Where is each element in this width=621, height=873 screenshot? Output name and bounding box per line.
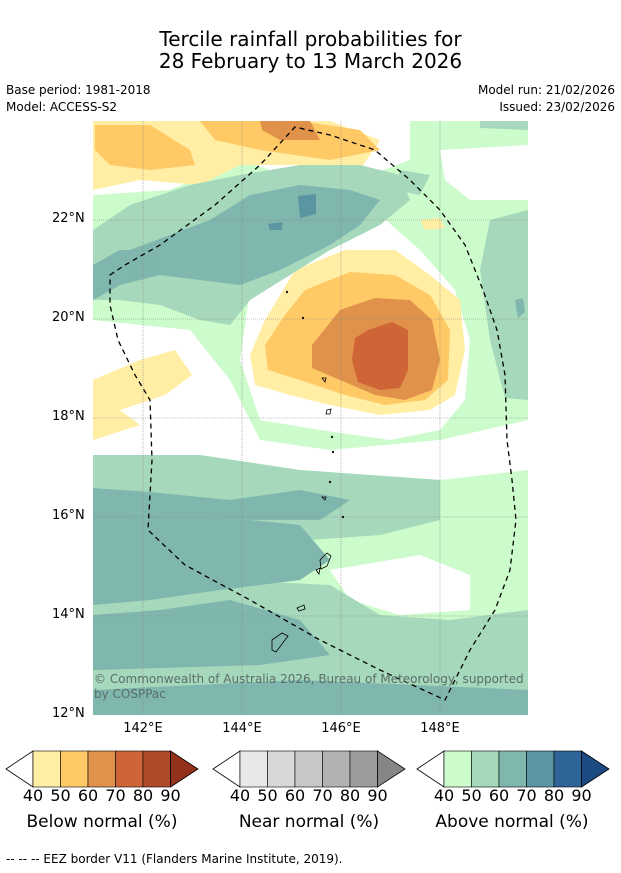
above-60-patch-east	[515, 298, 525, 318]
below-70-center	[352, 322, 408, 390]
legend-near-60	[294, 750, 323, 788]
eez-footnote: -- -- -- EEZ border V11 (Flanders Marine…	[6, 852, 343, 866]
lat-label-18n: 18°N	[52, 409, 85, 424]
legend-below	[5, 750, 199, 788]
above-60-bottom	[93, 680, 528, 715]
white-area-northeast	[440, 145, 528, 200]
legend-tick: 90	[160, 786, 181, 805]
below-50-northwest	[95, 125, 195, 170]
legend-below-40	[32, 750, 61, 788]
legend-tick: 70	[516, 786, 537, 805]
legend-above-right-arrow	[581, 750, 610, 788]
title-line-2: 28 February to 13 March 2026	[158, 49, 463, 73]
below-60-north	[260, 121, 320, 140]
legend-near-right-arrow	[377, 750, 406, 788]
legend-tick: 90	[571, 786, 592, 805]
legend-near-50	[267, 750, 296, 788]
below-40-west-2	[93, 410, 140, 440]
legend-tick: 70	[312, 786, 333, 805]
above-50-ne	[480, 121, 528, 130]
above-70-patch	[298, 194, 316, 218]
legend-tick: 50	[461, 786, 482, 805]
legend-tick: 60	[284, 786, 306, 805]
lon-label-142e: 142°E	[123, 721, 163, 736]
legend-above-50	[471, 750, 500, 788]
legend-near-70	[322, 750, 351, 788]
lat-label-14n: 14°N	[52, 607, 85, 622]
issued-date: Issued: 23/02/2026	[499, 100, 615, 114]
legend-tick: 40	[229, 786, 251, 805]
lat-label-12n: 12°N	[52, 706, 85, 721]
legend-below-left-arrow	[5, 750, 34, 788]
lat-label-22n: 22°N	[52, 211, 85, 226]
legend-tick: 40	[433, 786, 455, 805]
legend-above-70	[526, 750, 555, 788]
probability-field	[93, 121, 528, 715]
lon-label-146e: 146°E	[321, 721, 361, 736]
eez-border	[109, 126, 517, 701]
legend-tick: 70	[105, 786, 126, 805]
below-40-patch	[420, 218, 445, 230]
graticule	[93, 121, 528, 715]
legend-below-title: Below normal (%)	[26, 812, 178, 832]
legend-above	[416, 750, 610, 788]
legend-below-right-arrow	[170, 750, 199, 788]
legend-below-50	[60, 750, 89, 788]
below-50-north	[200, 121, 380, 160]
copyright-notice: © Commonwealth of Australia 2026, Bureau…	[94, 672, 524, 702]
copyright-line-2: by COSPPac	[94, 687, 166, 701]
below-40-west	[93, 350, 192, 420]
above-50-east	[480, 210, 528, 400]
legend-tick: 60	[77, 786, 99, 805]
base-period: Base period: 1981-2018	[6, 83, 151, 97]
white-area-south	[330, 555, 470, 615]
legend-near-left-arrow	[212, 750, 241, 788]
legend-near-40	[239, 750, 268, 788]
legend-below-70	[115, 750, 144, 788]
legend-tick: 80	[339, 786, 361, 805]
legend-below-80	[142, 750, 171, 788]
legend-tick: 60	[488, 786, 510, 805]
white-area-middle	[93, 320, 528, 480]
lat-label-20n: 20°N	[52, 310, 85, 325]
lon-label-144e: 144°E	[222, 721, 262, 736]
legend-tick: 80	[543, 786, 565, 805]
legend-near-80	[349, 750, 378, 788]
legend-tick: 40	[22, 786, 44, 805]
islands	[271, 290, 345, 653]
copyright-line-1: © Commonwealth of Australia 2026, Bureau…	[94, 672, 524, 686]
meta-right: Model run: 21/02/2026 Issued: 23/02/2026	[478, 82, 615, 116]
legend-above-40	[443, 750, 472, 788]
title-line-1: Tercile rainfall probabilities for	[159, 27, 462, 51]
model-run: Model run: 21/02/2026	[477, 83, 615, 97]
legend-tick: 80	[132, 786, 154, 805]
legend-above-title: Above normal (%)	[435, 812, 589, 832]
legend-near	[212, 750, 406, 788]
above-60-middle	[93, 488, 350, 520]
legend-near-title: Near normal (%)	[238, 812, 380, 832]
legend-below-60	[87, 750, 116, 788]
meta-left: Base period: 1981-2018 Model: ACCESS-S2	[6, 82, 151, 116]
legend-tick: 50	[257, 786, 278, 805]
above-60-west	[93, 250, 155, 300]
legend-above-80	[553, 750, 582, 788]
legend-above-60	[498, 750, 527, 788]
legend-tick: 90	[367, 786, 388, 805]
lat-label-16n: 16°N	[52, 508, 85, 523]
map-title: Tercile rainfall probabilities for 28 Fe…	[0, 28, 621, 72]
model-name: Model: ACCESS-S2	[6, 100, 118, 114]
above-70-patch-2	[268, 222, 282, 230]
above-60-southwest	[93, 600, 330, 670]
legend-above-left-arrow	[416, 750, 445, 788]
legend-tick: 50	[50, 786, 71, 805]
lon-label-148e: 148°E	[420, 721, 460, 736]
